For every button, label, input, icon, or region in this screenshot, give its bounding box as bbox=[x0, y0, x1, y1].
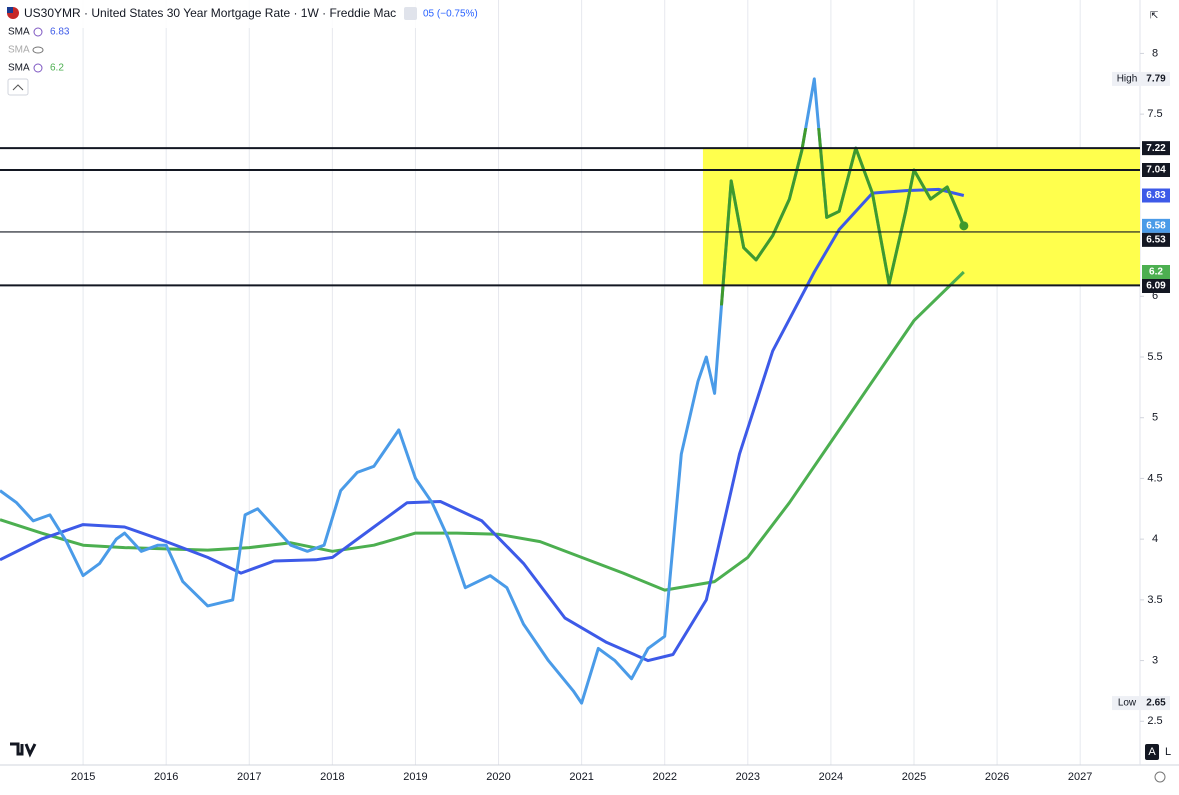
price-badge-label: 7.22 bbox=[1146, 143, 1166, 154]
price-badge bbox=[1142, 218, 1170, 233]
series-line bbox=[0, 77, 966, 705]
legend-icon[interactable] bbox=[33, 27, 43, 37]
badge-tag-label: Low bbox=[1118, 698, 1137, 709]
price-badge-label: 2.65 bbox=[1146, 698, 1166, 709]
series-line bbox=[0, 187, 965, 663]
header: US30YMR · United States 30 Year Mortgage… bbox=[0, 0, 478, 96]
y-tick-label: 8 bbox=[1152, 47, 1158, 59]
y-tick-label: 5 bbox=[1152, 412, 1158, 424]
price-badge-label: 6.53 bbox=[1146, 234, 1166, 245]
price-badge bbox=[1142, 265, 1170, 279]
price-badge bbox=[1142, 163, 1170, 177]
auto-button[interactable] bbox=[1145, 744, 1159, 760]
chart-title: US30YMR · United States 30 Year Mortgage… bbox=[24, 6, 396, 20]
log-button-label[interactable]: L bbox=[1165, 746, 1171, 758]
x-tick-label: 2016 bbox=[154, 771, 178, 783]
y-tick-label: 2.5 bbox=[1147, 715, 1162, 727]
auto-button-label: A bbox=[1148, 746, 1156, 758]
x-tick-label: 2026 bbox=[985, 771, 1009, 783]
price-badge-label: 7.79 bbox=[1146, 74, 1166, 85]
price-badge bbox=[1142, 71, 1170, 86]
price-badge bbox=[1142, 232, 1170, 247]
collapse-button[interactable] bbox=[7, 78, 29, 96]
badge-tag-label: High bbox=[1117, 74, 1138, 85]
price-badge-label: 6.2 bbox=[1149, 267, 1163, 278]
price-badge bbox=[1142, 279, 1170, 293]
highlight-box bbox=[702, 148, 1140, 286]
price-badge bbox=[1142, 696, 1170, 711]
x-tick-label: 2020 bbox=[486, 771, 510, 783]
y-tick-label: 6 bbox=[1152, 290, 1158, 302]
flag-icon-part bbox=[7, 7, 13, 13]
legend-label: SMA bbox=[8, 45, 30, 56]
legend-icon[interactable] bbox=[33, 63, 43, 73]
y-tick-label: 3 bbox=[1152, 654, 1158, 666]
x-tick-label: 2027 bbox=[1068, 771, 1092, 783]
legend-label: SMA bbox=[8, 63, 30, 74]
y-tick-label: 3.5 bbox=[1147, 594, 1162, 606]
settings-icon[interactable] bbox=[1154, 771, 1166, 783]
y-tick-label: 4.5 bbox=[1147, 472, 1162, 484]
y-tick-label: 7.5 bbox=[1147, 108, 1162, 120]
x-tick-label: 2023 bbox=[736, 771, 760, 783]
x-tick-label: 2019 bbox=[403, 771, 427, 783]
settings-button[interactable] bbox=[404, 7, 417, 20]
plot-background bbox=[0, 0, 1179, 766]
legend-value: 6.83 bbox=[50, 27, 70, 38]
x-tick-label: 2024 bbox=[819, 771, 843, 783]
price-badge-label: 6.83 bbox=[1146, 190, 1166, 201]
price-badge bbox=[1142, 141, 1170, 156]
price-badge-label: 6.58 bbox=[1146, 220, 1166, 231]
last-point bbox=[959, 221, 969, 231]
price-badge bbox=[1142, 188, 1170, 203]
series-line bbox=[0, 270, 965, 592]
y-tick-label: 4 bbox=[1152, 533, 1158, 545]
badge-tag bbox=[1112, 696, 1142, 711]
hidden-icon[interactable] bbox=[32, 46, 44, 54]
tv-logo bbox=[10, 742, 37, 758]
collapse-icon bbox=[12, 84, 24, 91]
x-tick-label: 2021 bbox=[569, 771, 593, 783]
scale-icon[interactable]: ⇱ bbox=[1150, 11, 1158, 22]
x-tick-label: 2015 bbox=[71, 771, 95, 783]
x-tick-label: 2025 bbox=[902, 771, 926, 783]
plot bbox=[0, 77, 969, 705]
y-tick-label: 5.5 bbox=[1147, 351, 1162, 363]
header-bg bbox=[0, 0, 420, 28]
legend-label: SMA bbox=[8, 27, 30, 38]
x-tick-label: 2018 bbox=[320, 771, 344, 783]
price-badge-label: 6.09 bbox=[1146, 281, 1166, 292]
price-badge-label: 7.04 bbox=[1146, 165, 1166, 176]
overlay bbox=[0, 147, 1140, 287]
x-tick-label: 2017 bbox=[237, 771, 261, 783]
badge-tag bbox=[1112, 71, 1142, 86]
change-text: 05 (−0.75%) bbox=[423, 9, 478, 20]
legend-value: 6.2 bbox=[50, 63, 64, 74]
x-tick-label: 2022 bbox=[652, 771, 676, 783]
